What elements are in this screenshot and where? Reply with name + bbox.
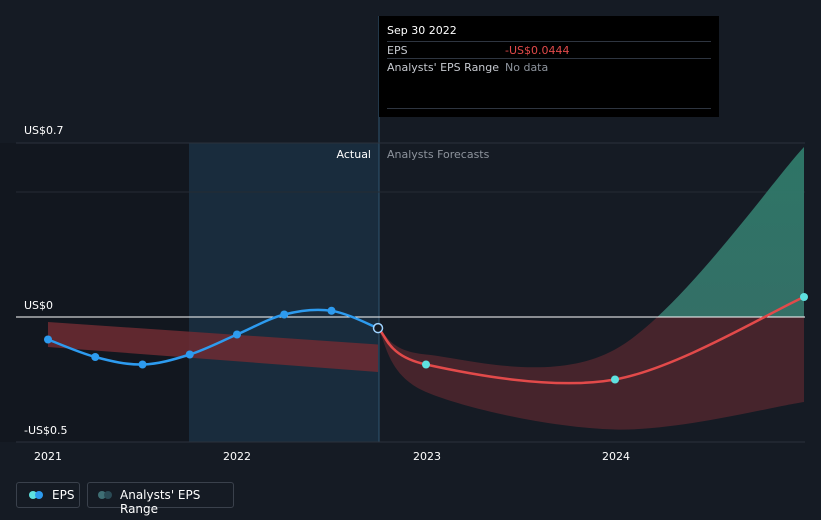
highlight-band <box>189 143 379 442</box>
eps-point-forecast-end[interactable] <box>800 293 808 301</box>
eps-point-actual[interactable] <box>138 360 147 369</box>
forecast-label: Analysts Forecasts <box>387 148 490 161</box>
x-label-2024: 2024 <box>602 450 630 463</box>
legend-range[interactable]: Analysts' EPS Range <box>87 482 234 516</box>
x-label-2023: 2023 <box>413 450 441 463</box>
tooltip-divider <box>387 108 711 109</box>
x-label-2021: 2021 <box>34 450 62 463</box>
eps-point-actual[interactable] <box>44 335 52 344</box>
legend-range-label: Analysts' EPS Range <box>120 488 201 516</box>
legend-eps-label: EPS <box>52 488 75 502</box>
range-legend-dot-icon <box>98 491 106 499</box>
y-label-zero: US$0 <box>24 299 53 312</box>
y-label-top: US$0.7 <box>24 124 64 137</box>
analyst-range-band-historical <box>48 322 379 372</box>
analyst-range-band-forecast-negative <box>378 317 804 430</box>
tooltip-row-eps: EPS -US$0.0444 <box>387 41 711 59</box>
eps-legend-dot-icon-2 <box>35 491 43 499</box>
eps-point-actual[interactable] <box>233 330 241 339</box>
x-label-2022: 2022 <box>223 450 251 463</box>
tooltip: Sep 30 2022 EPS -US$0.0444 Analysts' EPS… <box>379 16 719 117</box>
analyst-range-band-forecast-positive <box>657 147 804 317</box>
tooltip-eps-value: -US$0.0444 <box>505 44 570 57</box>
tooltip-range-value: No data <box>505 61 549 74</box>
y-label-bottom: -US$0.5 <box>24 424 68 437</box>
actual-label: Actual <box>337 148 371 161</box>
eps-point-actual[interactable] <box>280 310 289 319</box>
eps-point-actual[interactable] <box>91 353 100 361</box>
eps-line-forecast <box>377 295 805 385</box>
eps-point-actual[interactable] <box>372 322 384 334</box>
tooltip-date: Sep 30 2022 <box>387 24 457 37</box>
eps-point-actual[interactable] <box>185 350 194 359</box>
eps-point-forecast[interactable] <box>422 360 430 369</box>
eps-point-forecast[interactable] <box>611 375 619 384</box>
tooltip-range-label: Analysts' EPS Range <box>387 61 500 74</box>
legend-eps[interactable]: EPS <box>16 482 80 508</box>
tooltip-eps-label: EPS <box>387 44 408 57</box>
eps-legend-dot-icon <box>29 491 37 499</box>
tooltip-row-range: Analysts' EPS Range No data <box>387 58 711 76</box>
past-shade <box>0 143 189 442</box>
eps-point-actual[interactable] <box>327 306 336 315</box>
range-legend-dot-icon-2 <box>104 491 112 499</box>
